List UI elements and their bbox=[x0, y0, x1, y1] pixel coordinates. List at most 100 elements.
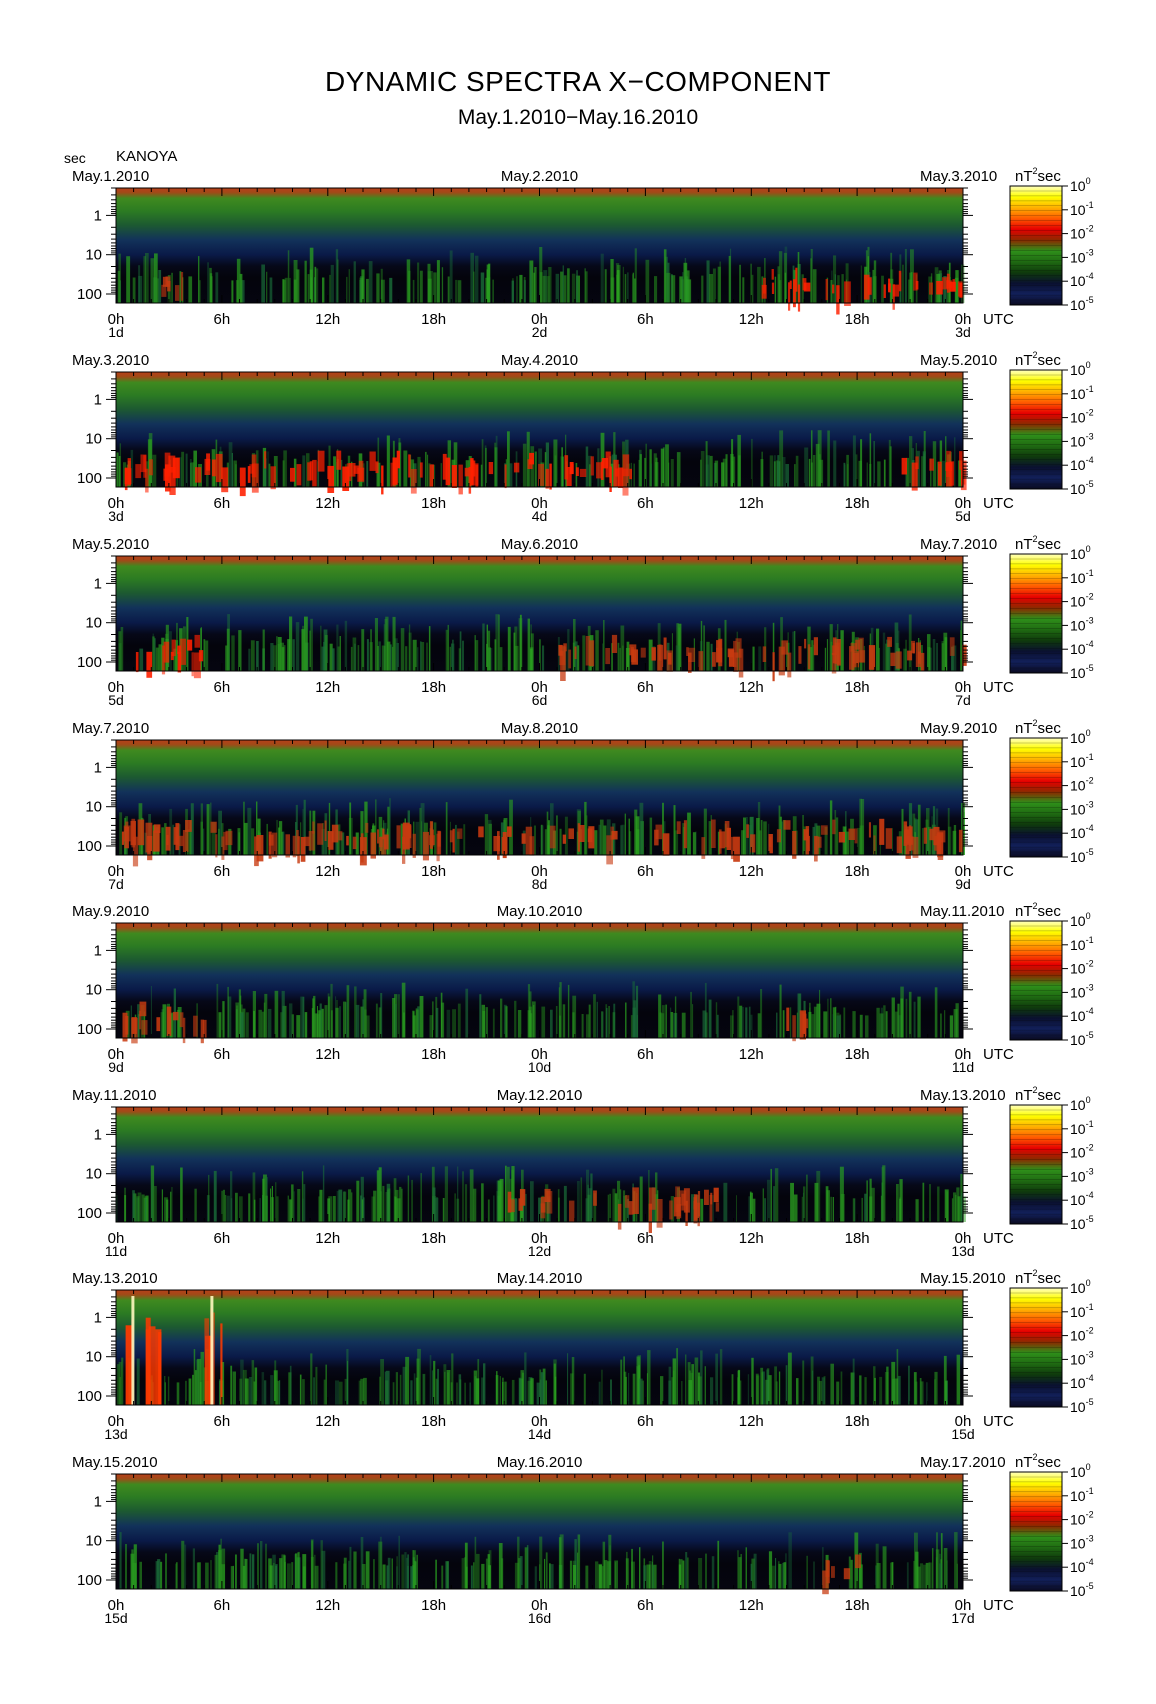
activity-streak bbox=[524, 1352, 527, 1405]
day-label: 14d bbox=[528, 1426, 551, 1442]
event-burst bbox=[681, 1193, 685, 1211]
activity-streak bbox=[612, 1188, 616, 1222]
event-burst bbox=[892, 284, 895, 310]
activity-streak bbox=[859, 1375, 862, 1405]
colorbar-tick-label: 10-5 bbox=[1070, 479, 1094, 497]
activity-streak bbox=[288, 277, 291, 303]
activity-streak bbox=[760, 820, 763, 855]
activity-streak bbox=[355, 832, 359, 855]
activity-streak bbox=[419, 807, 422, 855]
activity-streak bbox=[433, 272, 437, 303]
activity-streak bbox=[343, 1191, 346, 1222]
event-burst bbox=[521, 833, 526, 844]
activity-streak bbox=[407, 1175, 410, 1222]
event-burst bbox=[629, 468, 632, 480]
event-burst bbox=[632, 1187, 639, 1214]
event-burst bbox=[568, 649, 572, 669]
event-burst bbox=[270, 466, 276, 490]
activity-streak bbox=[249, 1553, 252, 1589]
activity-streak bbox=[317, 1006, 318, 1038]
event-burst bbox=[130, 820, 136, 846]
activity-streak bbox=[882, 632, 886, 671]
activity-streak bbox=[205, 640, 209, 671]
activity-streak bbox=[602, 1566, 604, 1589]
activity-streak bbox=[937, 1186, 940, 1222]
activity-streak bbox=[881, 1182, 883, 1222]
activity-streak bbox=[577, 1534, 581, 1589]
activity-streak bbox=[745, 1547, 747, 1589]
activity-streak bbox=[337, 646, 340, 671]
x-ticks bbox=[115, 372, 964, 487]
activity-streak bbox=[646, 1373, 648, 1405]
activity-streak bbox=[958, 460, 962, 487]
activity-streak bbox=[648, 639, 653, 671]
event-burst bbox=[821, 825, 828, 835]
activity-streak bbox=[464, 1542, 468, 1589]
x-ticks bbox=[115, 1290, 964, 1405]
activity-streak bbox=[705, 1553, 707, 1589]
activity-streak bbox=[360, 1006, 364, 1038]
activity-streak bbox=[189, 820, 192, 855]
activity-streak bbox=[841, 274, 844, 303]
activity-streak bbox=[553, 1363, 556, 1405]
activity-streak bbox=[706, 641, 710, 671]
activity-streak bbox=[934, 1371, 938, 1405]
activity-streak bbox=[932, 441, 937, 487]
activity-streak bbox=[348, 1560, 351, 1589]
activity-streak bbox=[601, 1011, 604, 1038]
activity-streak bbox=[385, 616, 389, 671]
activity-streak bbox=[118, 631, 122, 671]
event-burst bbox=[300, 837, 306, 862]
activity-streak bbox=[530, 1181, 534, 1222]
activity-streak bbox=[922, 1564, 927, 1589]
event-burst bbox=[945, 461, 953, 488]
x-tick-label: 0h bbox=[531, 495, 548, 512]
day-label: 5d bbox=[108, 692, 124, 708]
activity-streak bbox=[542, 645, 545, 671]
activity-streak bbox=[616, 270, 620, 303]
colorbar-tick-label: 10-3 bbox=[1070, 247, 1094, 265]
activity-streak bbox=[823, 1011, 828, 1038]
activity-streak bbox=[164, 1197, 168, 1222]
event-burst bbox=[408, 454, 411, 478]
colorbar-tick-label: 10-5 bbox=[1070, 295, 1094, 313]
activity-streak bbox=[297, 1551, 300, 1589]
event-burst bbox=[960, 460, 967, 491]
activity-streak bbox=[604, 1560, 608, 1589]
activity-streak bbox=[917, 1566, 921, 1589]
activity-streak bbox=[264, 993, 268, 1038]
event-burst bbox=[191, 652, 194, 677]
activity-streak bbox=[881, 275, 884, 303]
activity-streak bbox=[564, 816, 568, 855]
date-mid-label: May.2.2010 bbox=[501, 168, 578, 185]
activity-streak bbox=[188, 1378, 192, 1405]
activity-streak bbox=[375, 799, 377, 855]
activity-streak bbox=[347, 1199, 350, 1222]
activity-streak bbox=[694, 1357, 699, 1405]
day-label: 11d bbox=[105, 1243, 127, 1259]
x-tick-label: 12h bbox=[315, 1230, 340, 1247]
event-burst bbox=[843, 1568, 851, 1580]
activity-streak bbox=[304, 1012, 308, 1038]
activity-streak bbox=[119, 1377, 121, 1405]
activity-streak bbox=[210, 1560, 212, 1589]
activity-streak bbox=[954, 277, 959, 303]
day-label: 13d bbox=[104, 1426, 127, 1442]
activity-streak bbox=[227, 996, 232, 1038]
activity-streak bbox=[739, 1005, 743, 1038]
event-burst bbox=[559, 645, 566, 666]
activity-streak bbox=[940, 1013, 942, 1038]
x-tick-label: 6h bbox=[214, 1046, 231, 1063]
activity-streak bbox=[184, 1544, 187, 1589]
activity-streak bbox=[830, 1363, 834, 1405]
activity-streak bbox=[806, 1174, 808, 1222]
activity-streak bbox=[376, 273, 380, 303]
event-burst bbox=[822, 1570, 829, 1595]
activity-streak bbox=[544, 1558, 546, 1589]
activity-streak bbox=[362, 1564, 366, 1589]
activity-streak bbox=[625, 1195, 627, 1222]
activity-streak bbox=[176, 1382, 180, 1405]
event-burst bbox=[437, 830, 441, 847]
event-burst bbox=[789, 280, 792, 289]
